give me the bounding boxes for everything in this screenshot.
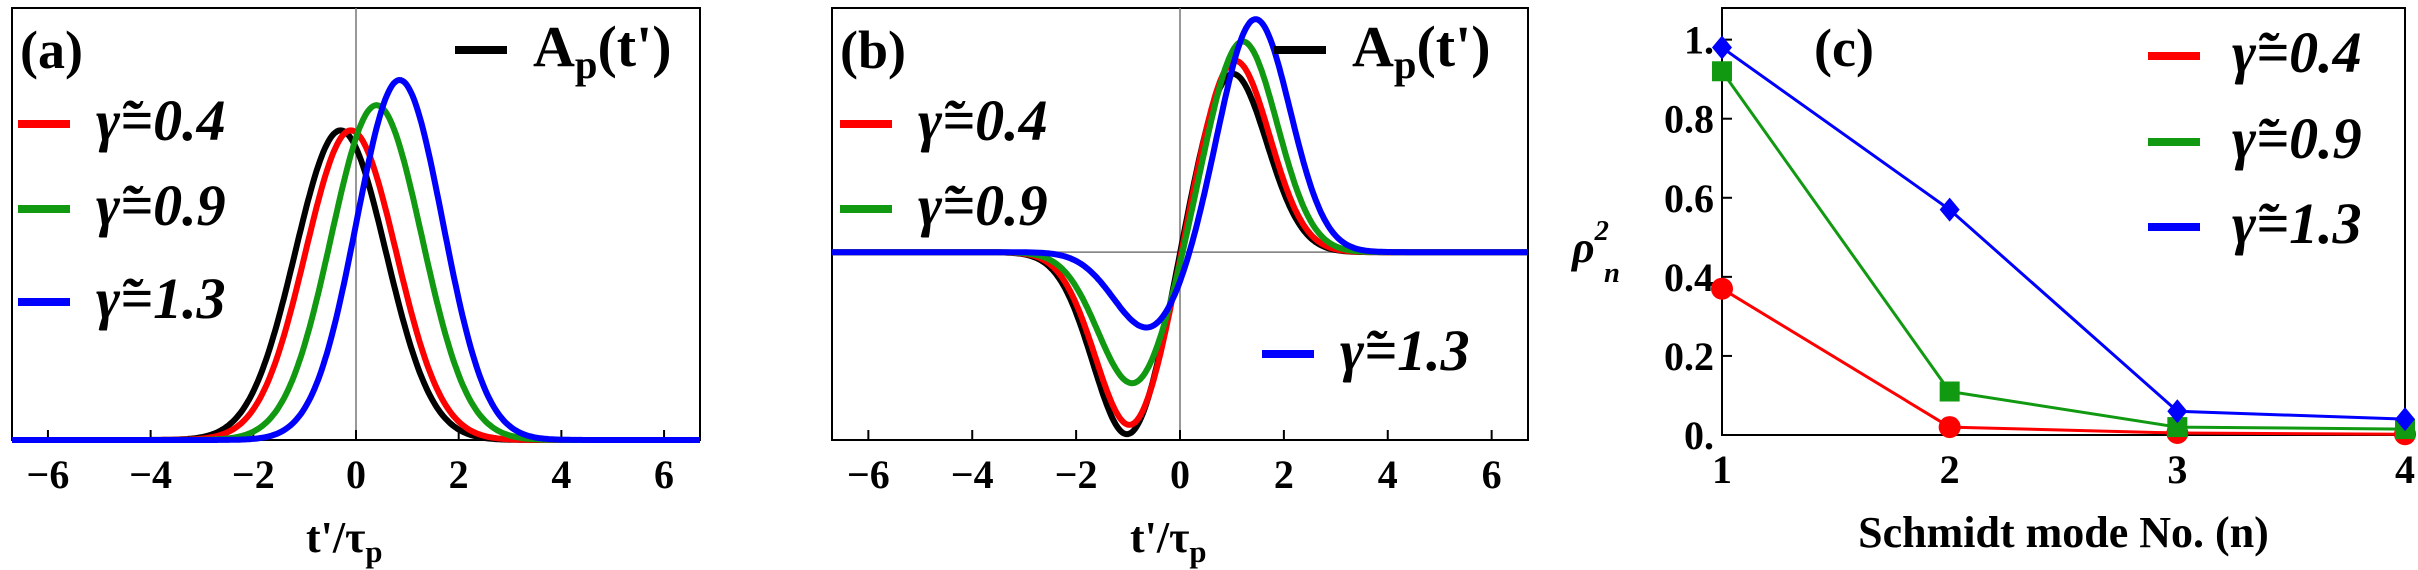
x-axis-label-sub: p <box>1189 535 1206 569</box>
legend-label-sub: p <box>1394 42 1417 87</box>
legend-label: γ̃=0.4 <box>918 88 1048 153</box>
panel-b: −6 −4 −2 0 2 4 6(b)t'/τpAp(t')γ̃=0.4γ̃=0.9γ̃=1… <box>831 7 1529 569</box>
legend-label: γ̃=1.3 <box>1340 318 1470 383</box>
x-tick-label: −2 <box>1055 452 1098 497</box>
y-tick-label: 0.2 <box>1664 334 1714 379</box>
x-tick-label: 1 <box>1712 447 1732 492</box>
x-tick-label: −2 <box>232 452 275 497</box>
x-axis-label: t'/τp <box>1130 513 1207 569</box>
legend-label: Ap(t') <box>1352 14 1491 87</box>
legend-label-tail: (t') <box>1416 14 1490 79</box>
panel-a: −6 −4 −2 0 2 4 6(a)t'/τpAp(t')γ̃=0.4γ̃=0.9γ̃=1… <box>11 7 701 569</box>
data-point-diamond <box>2167 399 2188 424</box>
x-axis-label-sub: p <box>365 535 382 569</box>
y-axis-label: ρ2 n <box>1570 216 1620 289</box>
x-tick-label: 6 <box>1482 452 1502 497</box>
legend-label: Ap(t') <box>533 14 672 87</box>
y-tick-label: 0. <box>1684 413 1714 458</box>
data-point-square <box>1939 381 1960 402</box>
x-tick-label: 2 <box>1274 452 1294 497</box>
x-tick-label: 0 <box>1170 452 1190 497</box>
data-point-square <box>2167 417 2188 438</box>
x-axis-label-main: t'/τ <box>1130 513 1189 562</box>
panel-tag: (c) <box>1814 18 1874 78</box>
legend-label: γ̃=0.9 <box>96 173 226 238</box>
panel-tag: (b) <box>840 20 906 80</box>
legend-label-tail: (t') <box>597 14 671 79</box>
y-tick-label: 0.8 <box>1664 97 1714 142</box>
x-axis-label-main: t'/τ <box>306 513 365 562</box>
data-point-square <box>1712 61 1732 82</box>
series-line-1 <box>1720 70 2406 431</box>
data-point-circle <box>1938 416 1961 439</box>
x-tick-label: −4 <box>951 452 994 497</box>
series-line-3 <box>832 16 1528 331</box>
x-axis-label: t'/τp <box>306 513 383 569</box>
data-point-circle <box>1711 277 1733 300</box>
y-axis-label-main: ρ <box>1570 223 1595 272</box>
y-axis-label-sup: 2 <box>1594 216 1609 247</box>
x-tick-label: 0 <box>346 452 366 497</box>
legend-label-main: A <box>1352 14 1394 79</box>
legend-label: γ̃=1.3 <box>2232 191 2362 256</box>
data-point-diamond <box>1712 35 1732 60</box>
legend-label-main: A <box>533 14 575 79</box>
legend-label: γ̃=0.9 <box>918 173 1048 238</box>
x-axis-label: Schmidt mode No. (n) <box>1858 508 2269 557</box>
x-tick-label: −6 <box>27 452 70 497</box>
x-tick-label: −4 <box>129 452 172 497</box>
x-tick-label: 2 <box>1940 447 1960 492</box>
x-tick-label: 4 <box>551 452 571 497</box>
series-line-2 <box>1721 46 2406 421</box>
x-tick-label: 4 <box>2395 447 2415 492</box>
x-tick-label: 2 <box>449 452 469 497</box>
legend-label: γ̃=1.3 <box>96 266 226 331</box>
x-tick-label: 4 <box>1378 452 1398 497</box>
y-tick-label: 0.6 <box>1664 176 1714 221</box>
x-tick-label: 6 <box>654 452 674 497</box>
x-tick-label: 3 <box>2167 447 2187 492</box>
legend-label: γ̃=0.4 <box>96 88 226 153</box>
legend-label: γ̃=0.9 <box>2232 106 2362 171</box>
legend-label-sub: p <box>575 42 598 87</box>
y-tick-label: 0.4 <box>1664 255 1714 300</box>
y-tick-label: 1. <box>1684 18 1714 63</box>
plot-frame <box>1721 7 2406 436</box>
x-tick-label: −6 <box>847 452 890 497</box>
series-line-3 <box>12 76 700 443</box>
data-point-diamond <box>2395 407 2415 432</box>
series-line-0 <box>1721 287 2406 436</box>
y-axis-label-sub: n <box>1604 258 1620 289</box>
legend-label: γ̃=0.4 <box>2232 20 2362 85</box>
data-point-diamond <box>1939 197 1960 222</box>
panel-tag: (a) <box>20 20 83 80</box>
